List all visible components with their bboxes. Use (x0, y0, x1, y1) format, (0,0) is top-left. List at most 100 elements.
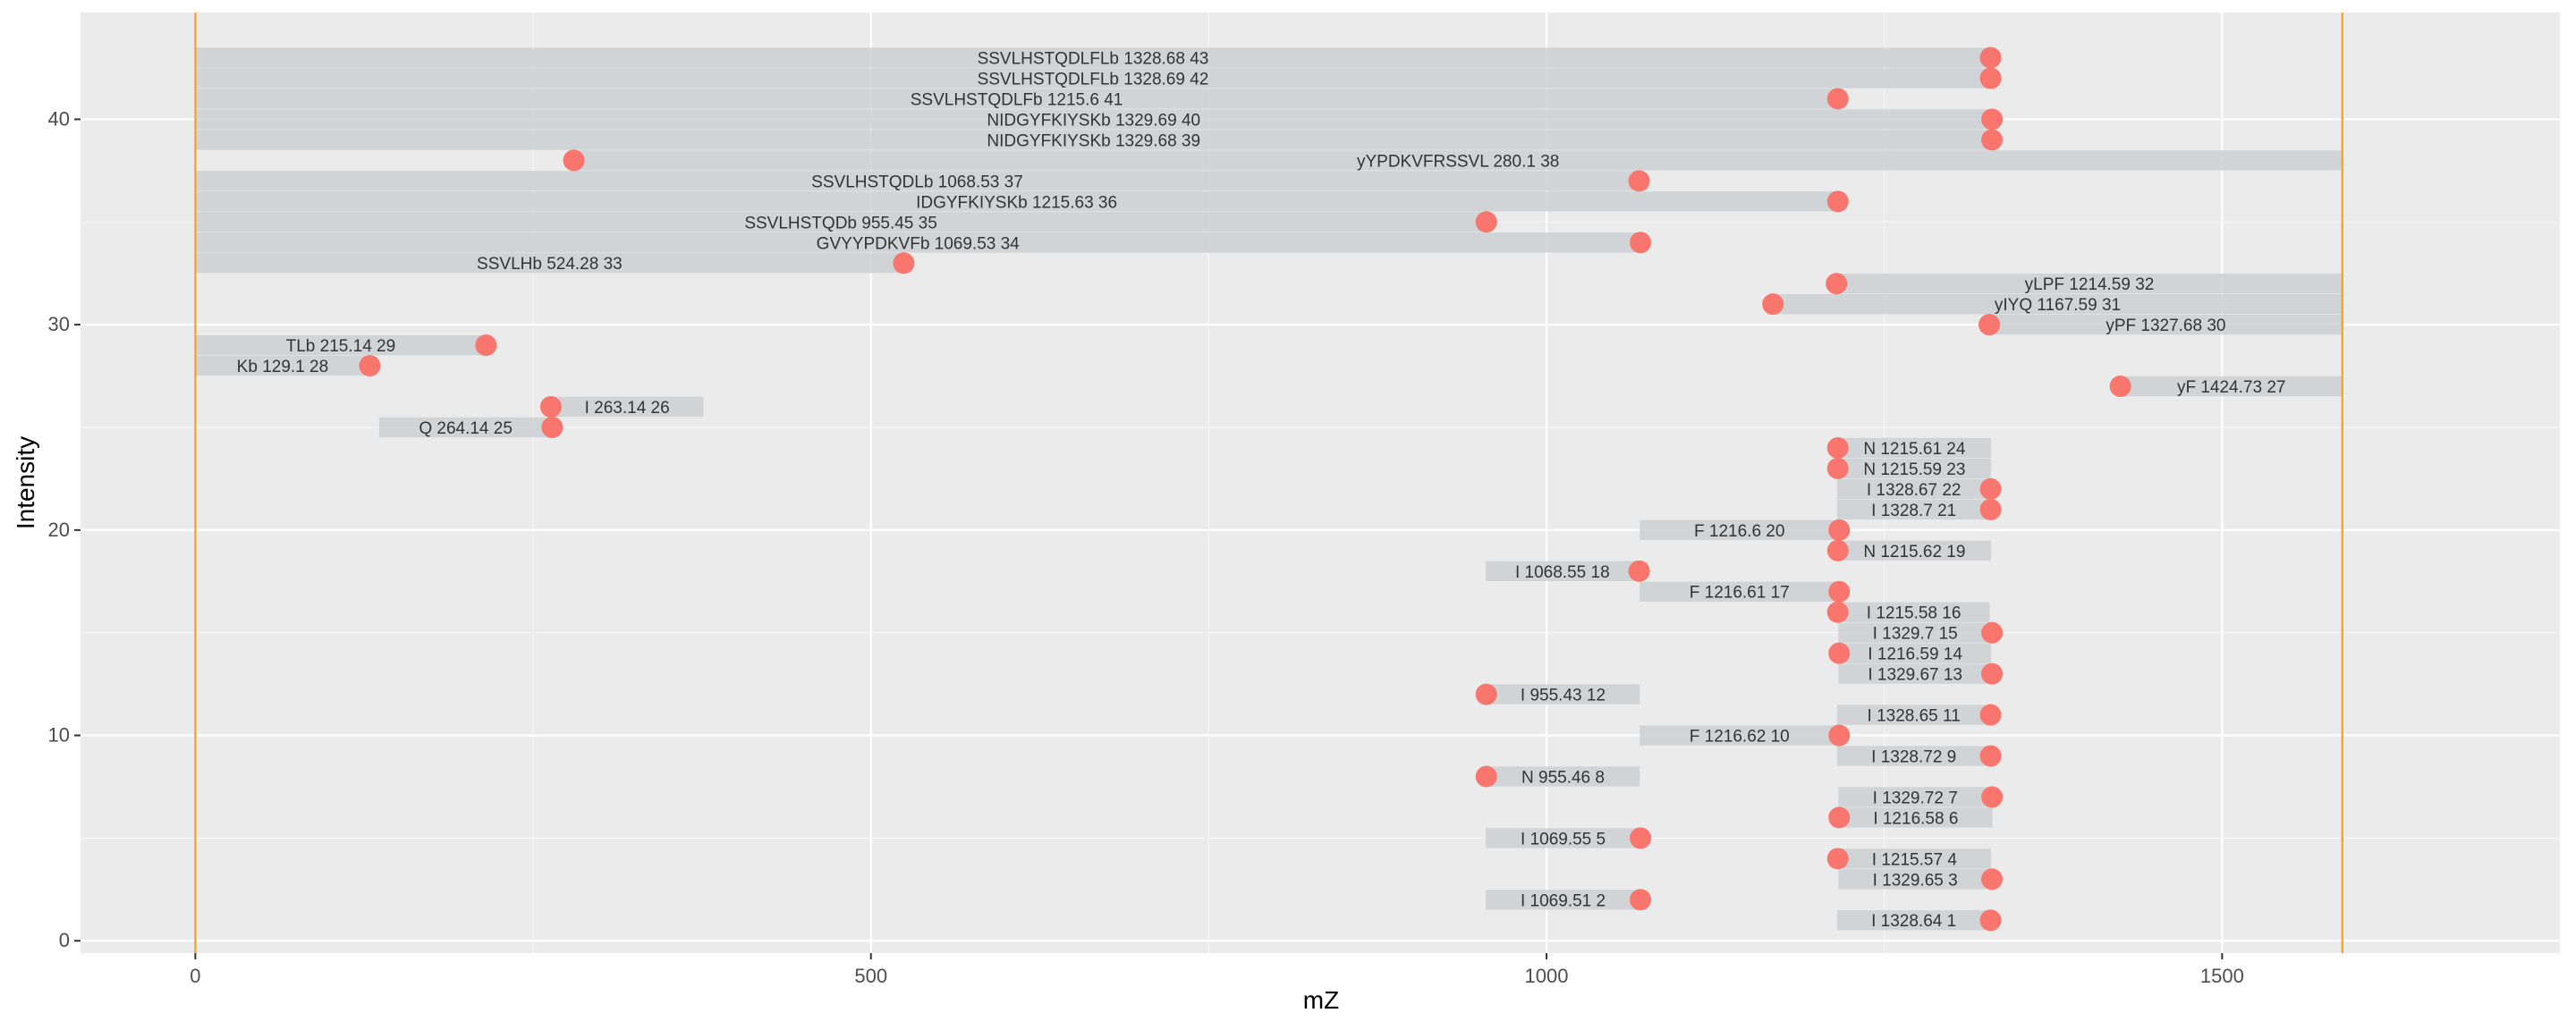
bar-label: SSVLHSTQDLFLb 1328.69 42 (978, 71, 1209, 89)
data-point (1630, 232, 1652, 254)
label-bar (1839, 643, 1992, 663)
label-bar (195, 253, 904, 274)
bar-label: I 1216.59 14 (1868, 646, 1962, 664)
bar-label: N 1215.59 23 (1863, 460, 1965, 479)
data-point (1979, 745, 2002, 767)
bar-label: yLPF 1214.59 32 (2025, 275, 2155, 294)
bar-label: I 1328.64 1 (1871, 912, 1956, 931)
bar-label: yF 1424.73 27 (2177, 378, 2285, 397)
bar-label: Kb 129.1 28 (237, 358, 328, 376)
data-point (1981, 868, 2004, 891)
bar-label: SSVLHSTQDLb 1068.53 37 (811, 173, 1023, 191)
label-bar (195, 68, 1991, 89)
label-bar (2120, 376, 2343, 397)
bar-label: F 1216.61 17 (1690, 584, 1790, 603)
x-axis-title: mZ (1303, 986, 1339, 1014)
label-bar (195, 89, 1838, 109)
label-bar (1640, 519, 1840, 541)
bar-label: I 1068.55 18 (1515, 563, 1610, 582)
bar-label: I 1069.51 2 (1521, 891, 1606, 910)
data-point (539, 396, 562, 418)
data-point (1475, 683, 1497, 705)
data-point (893, 252, 915, 274)
label-bar (195, 47, 1991, 68)
data-point (1826, 436, 1849, 459)
data-point (2109, 376, 2131, 398)
label-bar (195, 334, 487, 356)
data-point (1826, 457, 1849, 479)
label-bar (1836, 910, 1991, 931)
bar-label: I 1069.55 5 (1521, 830, 1606, 848)
data-point (541, 416, 564, 438)
bar-label: I 955.43 12 (1521, 687, 1606, 705)
bar-label: SSVLHSTQDb 955.45 35 (744, 214, 936, 232)
label-bar (1486, 890, 1641, 910)
label-bar (1836, 274, 2343, 294)
data-point (1979, 498, 2002, 520)
data-point (1630, 827, 1652, 849)
bar-label: I 263.14 26 (585, 399, 670, 418)
bar-label: I 1216.58 6 (1873, 809, 1958, 828)
x-axis: 0 500 1000 1500 (190, 953, 2244, 987)
bar-label: I 1215.57 4 (1872, 850, 1958, 869)
bar-label: Q 264.14 25 (419, 419, 513, 438)
bar-label: I 1329.65 3 (1873, 871, 1958, 890)
label-bar (1640, 581, 1840, 602)
bar-label: N 955.46 8 (1521, 768, 1605, 787)
data-point (1981, 621, 2004, 644)
label-bar (195, 171, 1640, 191)
label-bar (1838, 663, 1993, 684)
bar-label: I 1328.7 21 (1871, 502, 1956, 520)
y-axis-title: Intensity (12, 436, 39, 529)
bar-label: I 1328.72 9 (1871, 747, 1956, 766)
bar-label: I 1328.65 11 (1868, 707, 1961, 726)
data-point (1981, 786, 2004, 808)
data-point (1826, 88, 1849, 110)
data-point (1979, 314, 2001, 336)
bar-label: SSVLHSTQDLFLb 1328.68 43 (978, 50, 1209, 69)
label-bar (1839, 807, 1993, 828)
label-bar (195, 109, 1993, 130)
data-point (1628, 560, 1650, 582)
bar-label: SSVLHb 524.28 33 (477, 255, 623, 274)
y-tick-label: 10 (48, 724, 70, 747)
label-bar (195, 191, 1838, 212)
bar-labels: I 1328.64 1 I 1069.51 2 I 1329.65 3 I 1215.… (237, 50, 2286, 932)
data-point (1981, 663, 2004, 685)
data-point (1979, 67, 2002, 89)
label-bar (1486, 766, 1640, 787)
y-tick-label: 30 (48, 313, 70, 335)
data-point (1630, 889, 1652, 911)
data-point (1826, 601, 1849, 623)
data-point (1826, 190, 1849, 213)
bar-label: I 1328.67 22 (1867, 481, 1962, 500)
bar-label: I 1215.58 16 (1867, 604, 1962, 623)
data-point (1475, 765, 1497, 788)
label-bar (573, 150, 2343, 171)
label-bar (195, 130, 1993, 150)
bar-label: N 1215.62 19 (1863, 543, 1965, 561)
data-point (1981, 129, 2004, 151)
data-point (1979, 704, 2002, 726)
label-bar (195, 355, 370, 376)
data-point (1828, 642, 1851, 664)
data-point (475, 334, 497, 357)
bar-label: NIDGYFKIYSKb 1329.68 39 (987, 131, 1200, 150)
label-bar (1837, 437, 1992, 459)
bar-label: yPF 1327.68 30 (2106, 317, 2225, 335)
data-point (1979, 909, 2002, 932)
label-bar (1837, 602, 1990, 622)
bar-label: SSVLHSTQDLFb 1215.6 41 (911, 90, 1123, 109)
label-bar (1836, 499, 1991, 520)
data-point (1828, 519, 1851, 541)
label-bar (195, 232, 1641, 253)
x-tick-label: 1000 (1525, 965, 1569, 987)
label-bar (1836, 478, 1991, 500)
data-point (1826, 848, 1849, 870)
label-bar (1837, 458, 1992, 479)
data-point (359, 355, 381, 377)
label-bar (1838, 787, 1993, 807)
bar-label: F 1216.62 10 (1690, 728, 1790, 747)
label-bar (1773, 293, 2343, 315)
